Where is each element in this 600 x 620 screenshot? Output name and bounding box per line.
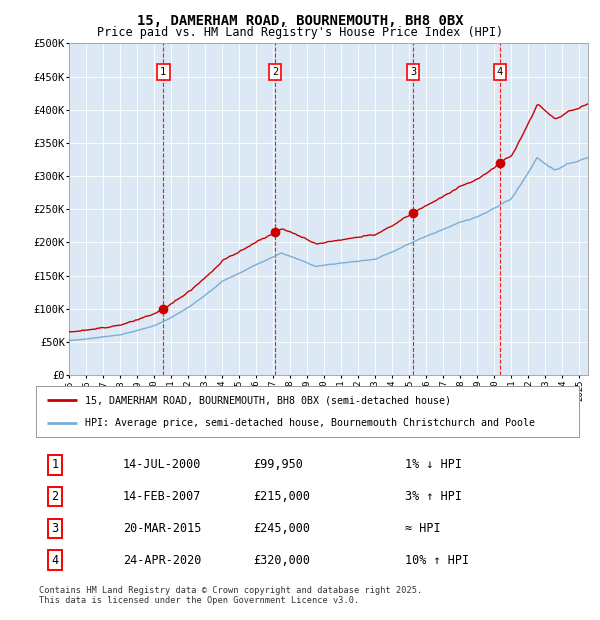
Text: 3: 3 — [410, 67, 416, 77]
Text: 15, DAMERHAM ROAD, BOURNEMOUTH, BH8 0BX: 15, DAMERHAM ROAD, BOURNEMOUTH, BH8 0BX — [137, 14, 463, 28]
Text: Price paid vs. HM Land Registry's House Price Index (HPI): Price paid vs. HM Land Registry's House … — [97, 26, 503, 39]
Text: £245,000: £245,000 — [253, 522, 310, 535]
Text: 2: 2 — [52, 490, 59, 503]
Text: Contains HM Land Registry data © Crown copyright and database right 2025.
This d: Contains HM Land Registry data © Crown c… — [39, 586, 422, 605]
Text: ≈ HPI: ≈ HPI — [405, 522, 441, 535]
Text: 4: 4 — [52, 554, 59, 567]
Text: 24-APR-2020: 24-APR-2020 — [123, 554, 201, 567]
Text: 1% ↓ HPI: 1% ↓ HPI — [405, 458, 462, 471]
Text: 15, DAMERHAM ROAD, BOURNEMOUTH, BH8 0BX (semi-detached house): 15, DAMERHAM ROAD, BOURNEMOUTH, BH8 0BX … — [85, 396, 451, 405]
Text: 4: 4 — [497, 67, 503, 77]
Text: 1: 1 — [52, 458, 59, 471]
Text: £99,950: £99,950 — [253, 458, 303, 471]
Text: HPI: Average price, semi-detached house, Bournemouth Christchurch and Poole: HPI: Average price, semi-detached house,… — [85, 418, 535, 428]
Text: 14-JUL-2000: 14-JUL-2000 — [123, 458, 201, 471]
Text: 14-FEB-2007: 14-FEB-2007 — [123, 490, 201, 503]
Text: 3: 3 — [52, 522, 59, 535]
Text: 1: 1 — [160, 67, 166, 77]
Text: 3% ↑ HPI: 3% ↑ HPI — [405, 490, 462, 503]
Text: £320,000: £320,000 — [253, 554, 310, 567]
Text: £215,000: £215,000 — [253, 490, 310, 503]
Text: 2: 2 — [272, 67, 278, 77]
Text: 10% ↑ HPI: 10% ↑ HPI — [405, 554, 469, 567]
Text: 20-MAR-2015: 20-MAR-2015 — [123, 522, 201, 535]
